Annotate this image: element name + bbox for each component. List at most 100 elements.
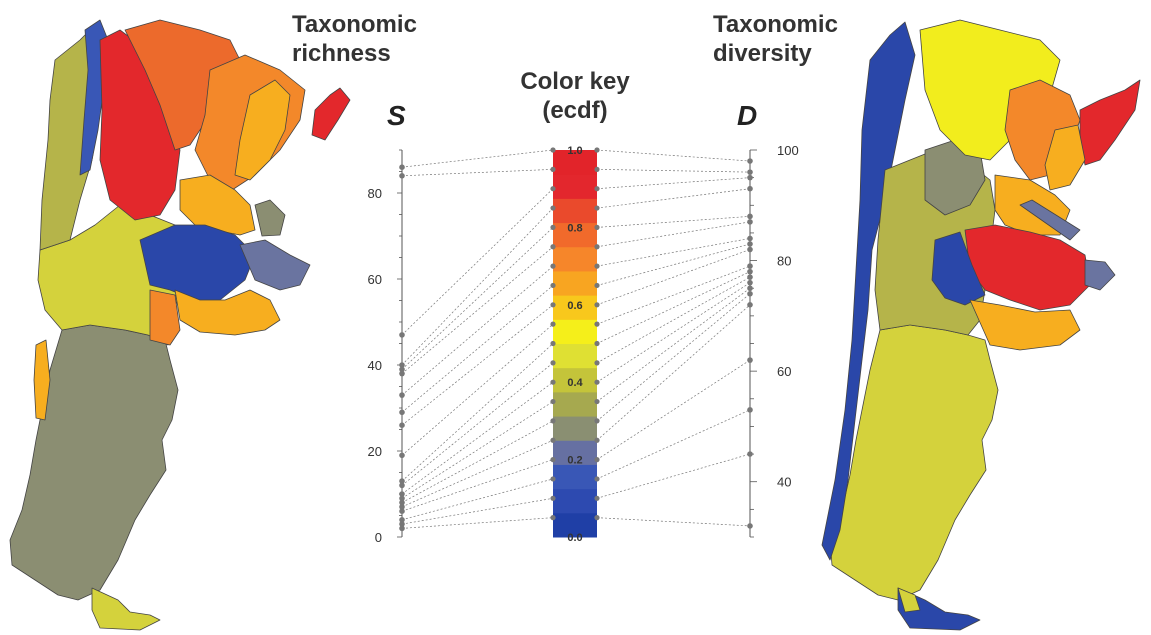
key-point-left [550, 147, 556, 153]
s-tick-label: 80 [368, 186, 382, 201]
key-point-left [550, 282, 556, 289]
key-point-right [594, 263, 600, 269]
key-point-left [550, 360, 556, 366]
key-point-left [550, 515, 556, 521]
s-connector [401, 362, 554, 486]
d-point [747, 274, 753, 280]
s-connector [401, 439, 554, 508]
d-connector [596, 287, 751, 402]
color-key-band [553, 295, 597, 320]
map-region [1019, 199, 1081, 241]
map-region [1044, 124, 1086, 191]
s-connector [401, 227, 554, 370]
color-key-band [553, 150, 597, 175]
key-point-left [550, 495, 556, 501]
d-axis-label: D [737, 100, 758, 131]
color-key [553, 150, 597, 538]
s-connector [401, 149, 554, 168]
s-connector [401, 517, 554, 529]
map-region [179, 174, 256, 236]
richness-title: Taxonomic richness [292, 11, 417, 67]
key-point-right [594, 205, 600, 211]
s-connector [401, 323, 554, 456]
s-connector [401, 169, 554, 177]
key-point-left [550, 321, 556, 327]
key-point-left [550, 224, 556, 230]
s-point [399, 370, 405, 377]
d-point [747, 174, 753, 181]
map-region [821, 21, 916, 561]
d-point [747, 185, 753, 192]
d-point [747, 407, 753, 413]
s-connector [401, 459, 554, 512]
key-point-right [594, 495, 600, 501]
map-region [254, 199, 286, 237]
map-region [931, 231, 986, 306]
d-point [747, 451, 753, 457]
d-connector [596, 304, 751, 441]
key-point-left [550, 244, 556, 250]
d-point [747, 279, 753, 286]
d-connector [596, 177, 751, 190]
map-region [174, 289, 281, 336]
key-point-right [594, 321, 600, 327]
d-point [747, 263, 753, 269]
s-tick-label: 20 [368, 444, 382, 459]
diversity-title: Taxonomic diversity [713, 11, 838, 67]
map-region [33, 339, 51, 421]
s-point [399, 362, 405, 368]
color-key-band [553, 198, 597, 224]
key-tick-label: 0.2 [567, 455, 582, 467]
s-tick-label: 40 [368, 358, 382, 373]
s-point [399, 482, 405, 489]
d-axis: 40 60 80 100 [747, 143, 799, 538]
d-point [747, 290, 753, 297]
key-point-left [550, 166, 556, 172]
map-region [829, 324, 999, 601]
key-point-left [550, 302, 556, 308]
d-connector [596, 243, 751, 286]
s-connector [401, 381, 554, 495]
s-connector [401, 478, 554, 521]
map-region [964, 224, 1091, 311]
color-key-band [553, 174, 597, 199]
color-key-band [553, 343, 597, 369]
color-key-band [553, 319, 597, 344]
key-tick-label: 0.8 [567, 222, 582, 234]
key-point-right [594, 418, 600, 424]
d-point [747, 235, 753, 242]
color-key-band [553, 367, 597, 393]
d-point [747, 241, 753, 247]
s-connector [401, 207, 554, 366]
s-point [399, 499, 405, 506]
s-point [399, 521, 405, 527]
s-axis: 0 20 40 60 80 [368, 149, 405, 545]
s-tick-label: 60 [368, 272, 382, 287]
s-point [399, 478, 405, 484]
d-connector [596, 453, 751, 499]
d-connector [596, 359, 751, 460]
key-point-right [594, 224, 600, 230]
s-connector [401, 304, 554, 426]
key-point-right [594, 340, 600, 347]
key-point-right [594, 457, 600, 463]
color-key-band [553, 391, 597, 417]
map-region [239, 239, 311, 291]
key-point-left [550, 457, 556, 463]
key-point-left [550, 437, 556, 443]
s-point [399, 366, 405, 373]
s-connector [401, 265, 554, 396]
d-tick-label: 40 [777, 475, 791, 490]
d-point [747, 357, 753, 363]
diversity-map [821, 19, 1141, 631]
d-point [747, 285, 753, 292]
s-point [399, 164, 405, 170]
d-connector [596, 271, 751, 344]
map-region [91, 587, 161, 631]
d-connector [596, 221, 751, 248]
key-point-right [594, 437, 600, 443]
d-connector [596, 293, 751, 422]
d-tick-label: 60 [777, 364, 791, 379]
key-points [550, 147, 600, 521]
